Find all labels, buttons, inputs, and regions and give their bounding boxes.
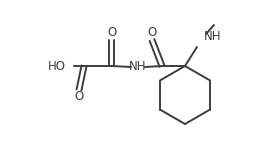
Text: O: O bbox=[107, 27, 116, 39]
Text: NH: NH bbox=[203, 30, 221, 44]
Text: O: O bbox=[74, 91, 83, 103]
Text: O: O bbox=[147, 27, 156, 39]
Text: HO: HO bbox=[48, 60, 66, 72]
Text: NH: NH bbox=[129, 60, 146, 73]
